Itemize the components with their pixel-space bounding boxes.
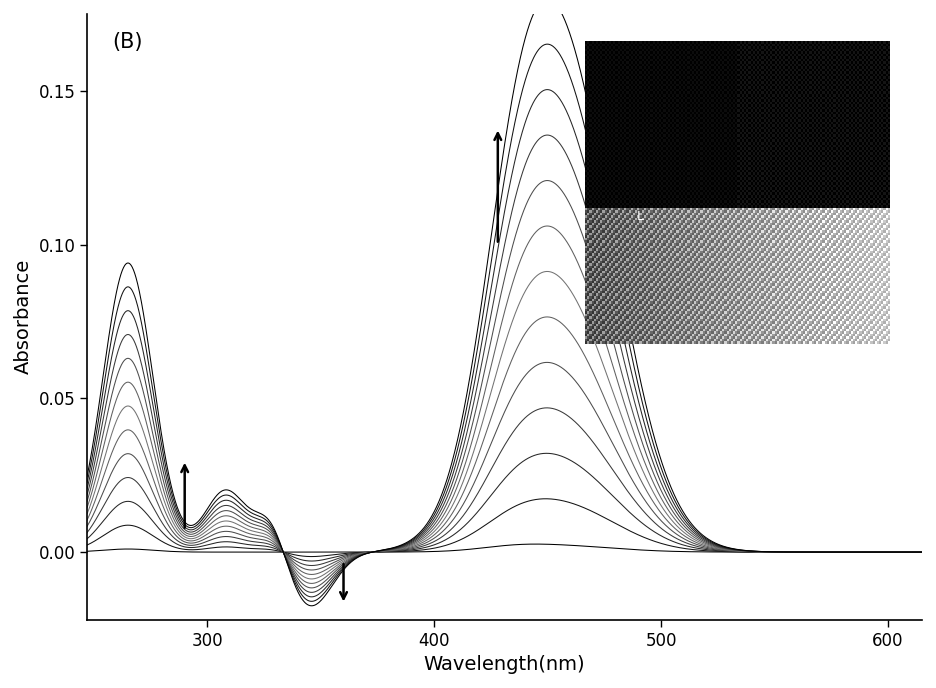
Text: (B): (B) [112, 32, 142, 52]
X-axis label: Wavelength(nm): Wavelength(nm) [424, 655, 585, 674]
Text: L: L [636, 211, 643, 224]
Y-axis label: Absorbance: Absorbance [14, 259, 33, 374]
